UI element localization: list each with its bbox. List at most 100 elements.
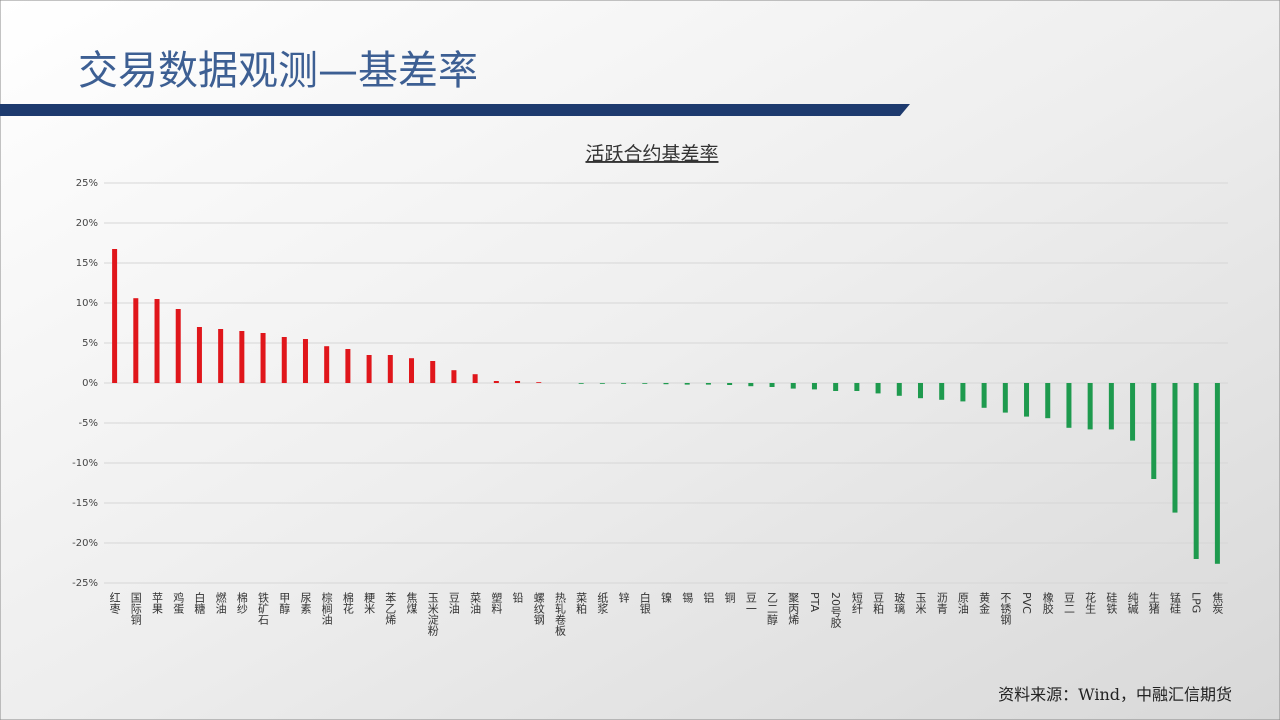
bar	[154, 299, 160, 383]
x-tick-label: 粳米	[363, 591, 376, 615]
bar	[1151, 383, 1157, 479]
bar	[430, 361, 436, 383]
x-tick-label: 菜粕	[575, 592, 588, 614]
x-tick-label: 玉米淀粉	[426, 592, 439, 636]
bar	[324, 346, 330, 383]
bar	[769, 383, 775, 387]
x-tick-label: 黄金	[978, 591, 991, 614]
bar	[218, 329, 224, 383]
bar	[196, 327, 202, 383]
bar	[536, 382, 542, 383]
x-tick-label: 不锈钢	[999, 592, 1012, 625]
x-tick-label: 豆油	[447, 592, 460, 614]
bar	[451, 370, 457, 383]
bar	[939, 383, 945, 400]
x-tick-label: 聚丙烯	[787, 592, 800, 626]
y-tick-label: -20%	[72, 538, 98, 549]
x-tick-label: PVC	[1020, 592, 1033, 614]
bar	[599, 383, 605, 384]
x-tick-label: 燃油	[214, 591, 227, 614]
x-tick-label: 棉花	[341, 591, 354, 614]
x-tick-label: 纯碱	[1126, 592, 1139, 615]
header-bar	[0, 104, 910, 116]
bar	[1066, 383, 1072, 428]
x-tick-label: 国际铜	[129, 592, 142, 626]
slide-title: 交易数据观测—基差率	[78, 48, 478, 94]
bar	[239, 331, 245, 383]
x-tick-label: 锌	[617, 591, 630, 603]
bar	[917, 383, 923, 399]
bar	[1172, 383, 1178, 513]
bar	[515, 381, 521, 383]
x-tick-label: 豆一	[744, 592, 757, 614]
x-tick-label: 棉纱	[235, 591, 248, 614]
bar	[302, 339, 308, 383]
x-tick-label: 白银	[638, 591, 651, 615]
bar	[854, 383, 860, 391]
y-tick-label: -10%	[72, 458, 98, 469]
x-tick-label: 甲醇	[278, 592, 291, 614]
bar	[1214, 383, 1220, 564]
x-tick-label: 苹果	[151, 591, 164, 615]
bar	[748, 383, 754, 387]
bar	[960, 383, 966, 402]
x-tick-label: 塑料	[490, 591, 503, 615]
bar	[387, 355, 393, 383]
x-tick-label: 锡	[681, 591, 694, 604]
x-tick-label: 橡胶	[1041, 592, 1054, 615]
bar	[472, 374, 478, 383]
x-tick-label: 玉米	[914, 592, 927, 615]
x-tick-label: 硅铁	[1105, 592, 1118, 614]
x-tick-label: 白糖	[193, 591, 206, 615]
bar	[493, 381, 499, 383]
x-tick-label: 20号胶	[829, 592, 842, 629]
x-tick-label: 菜油	[469, 592, 482, 614]
x-tick-label: 铁矿石	[257, 592, 270, 625]
y-tick-label: 5%	[82, 338, 98, 349]
x-tick-label: LPG	[1190, 592, 1203, 613]
x-tick-label: 豆粕	[872, 592, 885, 614]
y-tick-label: 25%	[76, 178, 98, 189]
x-tick-label: 锰硅	[1168, 591, 1181, 614]
x-tick-label: 纸浆	[596, 592, 609, 614]
plot: -25% -20% -15% -10% -5% 0% 5% 10% 15% 20% 25% 红枣 国际铜…	[72, 178, 1228, 637]
x-tick-label: 生猪	[1147, 591, 1160, 615]
bar	[981, 383, 987, 408]
bar	[1108, 383, 1114, 430]
x-tick-label: 铝	[702, 591, 715, 603]
x-tick-label: 红枣	[108, 592, 121, 615]
bar	[1024, 383, 1030, 417]
x-tick-label: PTA	[808, 592, 821, 612]
bar	[621, 383, 627, 384]
bar	[409, 358, 415, 383]
source-note: 资料来源：Wind，中融汇信期货	[998, 685, 1232, 704]
bar	[684, 383, 690, 385]
x-tick-label: 螺纹钢	[532, 592, 545, 625]
bar	[260, 333, 266, 383]
x-tick-label: 焦炭	[1211, 592, 1224, 615]
x-tick-label: 铜	[723, 591, 736, 604]
bar	[366, 355, 372, 383]
x-tick-label: 玻璃	[893, 592, 906, 615]
bar	[896, 383, 902, 396]
y-tick-label: -15%	[72, 498, 98, 509]
x-tick-label: 短纤	[850, 591, 863, 615]
bar	[281, 337, 287, 383]
x-tick-label: 焦煤	[405, 592, 418, 615]
bar	[345, 349, 351, 383]
x-tick-label: 鸡蛋	[172, 591, 185, 615]
bar	[1193, 383, 1199, 559]
bar	[112, 249, 118, 383]
y-tick-label: 10%	[76, 298, 98, 309]
x-tick-label: 豆二	[1062, 592, 1075, 614]
bar	[663, 383, 669, 385]
x-tick-label: 乙二醇	[766, 592, 779, 625]
chart-title: 活跃合约基差率	[585, 143, 718, 165]
bar	[811, 383, 817, 390]
x-tick-label: 热轧卷板	[553, 592, 566, 637]
y-tick-label: 15%	[76, 258, 98, 269]
x-tick-label: 沥青	[935, 592, 948, 615]
